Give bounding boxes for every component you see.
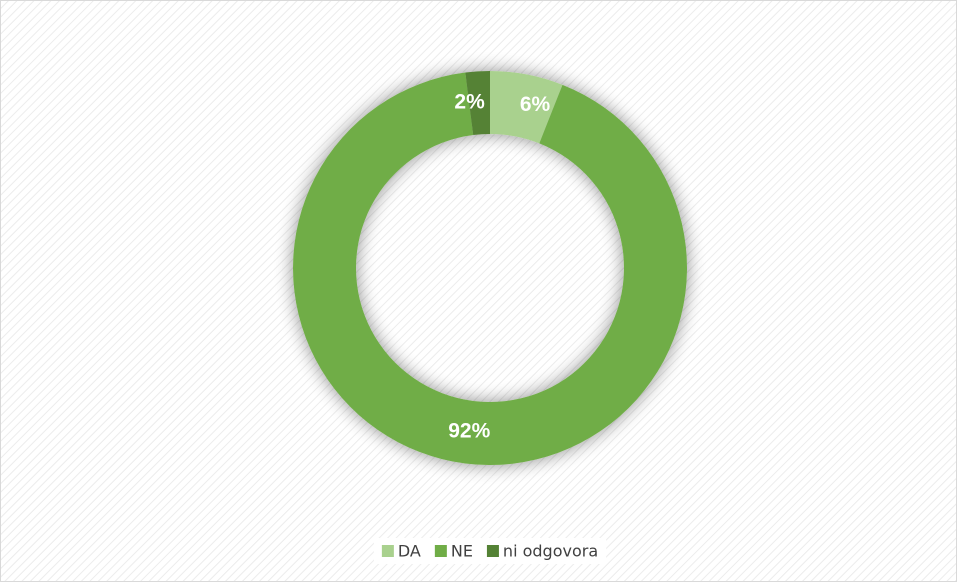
donut-slice [292,72,687,465]
value-label: 6% [520,93,551,116]
legend-label: DA [398,542,421,561]
legend-label: ni odgovora [503,542,598,561]
donut-slice [490,71,563,144]
legend-swatch [434,545,447,557]
legend-swatch [381,545,394,557]
value-label: 92% [448,420,490,443]
value-label: 2% [454,90,485,113]
legend-swatch [486,545,499,557]
donut [292,71,687,465]
donut-slice [465,71,490,136]
legend-label: NE [451,542,473,561]
